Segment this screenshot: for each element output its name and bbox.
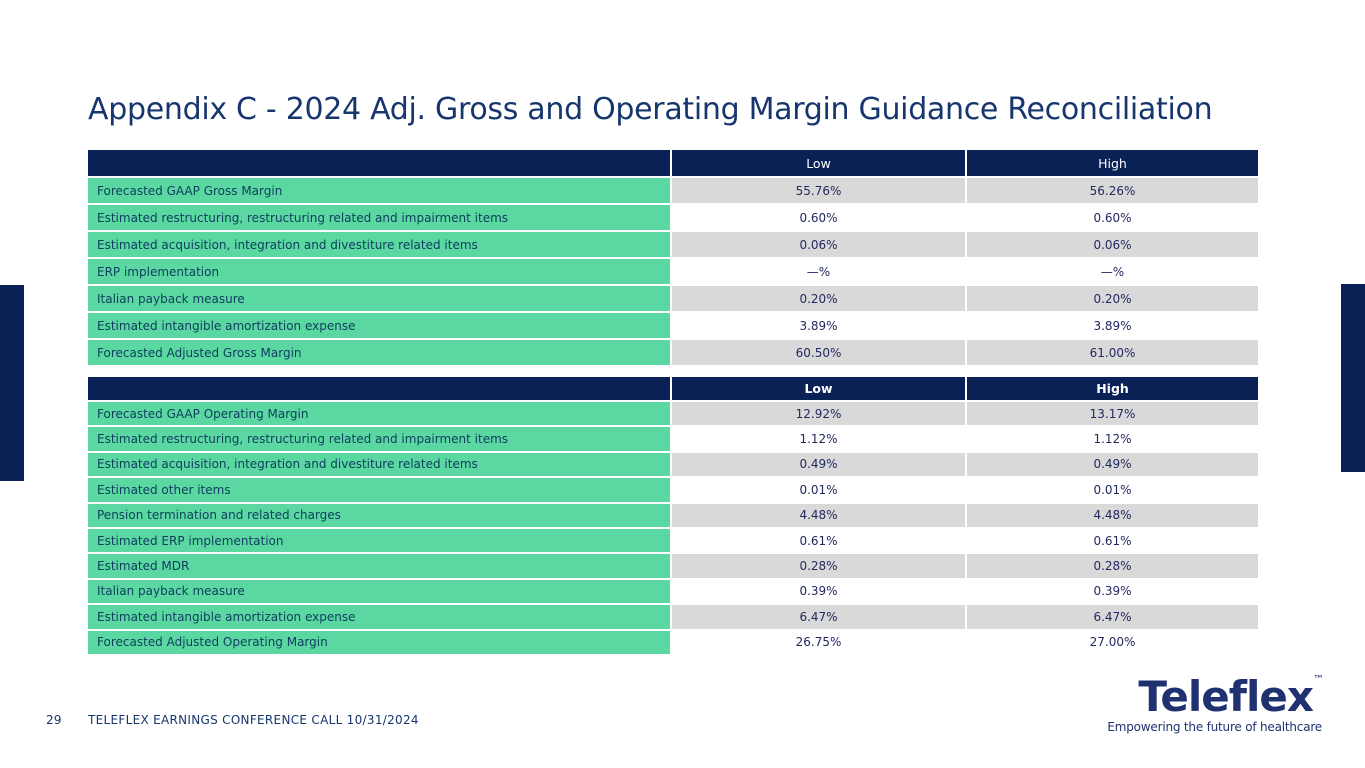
operating-margin-table: Low High Forecasted GAAP Operating Margin 1… xyxy=(88,377,1258,654)
high-value: 0.60% xyxy=(967,205,1258,230)
low-value: 0.01% xyxy=(672,478,965,502)
high-value: 56.26% xyxy=(967,178,1258,203)
high-value: 61.00% xyxy=(967,340,1258,365)
low-value: 55.76% xyxy=(672,178,965,203)
row-label: Forecasted Adjusted Operating Margin xyxy=(88,630,670,654)
row-label: Estimated ERP implementation xyxy=(88,528,670,553)
low-value: 6.47% xyxy=(672,605,965,629)
row-label: Forecasted GAAP Operating Margin xyxy=(88,402,670,426)
header-low-cell: Low xyxy=(672,150,965,176)
right-accent-bar xyxy=(1341,284,1365,472)
row-label: Estimated acquisition, integration and d… xyxy=(88,452,670,477)
high-value: —% xyxy=(967,259,1258,284)
low-value: 0.61% xyxy=(672,528,965,553)
high-value: 27.00% xyxy=(967,630,1258,654)
high-value: 0.61% xyxy=(967,528,1258,553)
high-value: 0.39% xyxy=(967,579,1258,604)
row-label: Italian payback measure xyxy=(88,286,670,311)
row-label: Forecasted GAAP Gross Margin xyxy=(88,178,670,203)
low-value: 12.92% xyxy=(672,402,965,426)
page-title: Appendix C - 2024 Adj. Gross and Operati… xyxy=(88,92,1213,127)
low-value: 4.48% xyxy=(672,503,965,527)
row-label: Italian payback measure xyxy=(88,579,670,604)
low-value: 0.39% xyxy=(672,579,965,604)
low-value: 60.50% xyxy=(672,340,965,365)
row-label: Estimated restructuring, restructuring r… xyxy=(88,205,670,230)
high-value: 0.01% xyxy=(967,478,1258,502)
logo-wordmark: Teleflex™ xyxy=(1107,658,1324,719)
footer-label: TELEFLEX EARNINGS CONFERENCE CALL 10/31/… xyxy=(88,713,419,727)
header-high-cell: High xyxy=(967,150,1258,176)
low-value: 3.89% xyxy=(672,313,965,338)
logo-tagline: Empowering the future of healthcare xyxy=(1107,720,1322,734)
row-label: Forecasted Adjusted Gross Margin xyxy=(88,340,670,365)
high-value: 0.49% xyxy=(967,452,1258,477)
row-label: Estimated acquisition, integration and d… xyxy=(88,232,670,257)
row-label: Estimated MDR xyxy=(88,554,670,578)
header-high-cell: High xyxy=(967,377,1258,400)
low-value: 26.75% xyxy=(672,630,965,654)
left-accent-bar xyxy=(0,285,24,481)
row-label: Estimated intangible amortization expens… xyxy=(88,605,670,629)
teleflex-logo: Teleflex™ Empowering the future of healt… xyxy=(1107,658,1324,734)
low-value: 1.12% xyxy=(672,427,965,451)
row-label: Estimated other items xyxy=(88,478,670,502)
low-value: 0.60% xyxy=(672,205,965,230)
low-value: 0.06% xyxy=(672,232,965,257)
high-value: 3.89% xyxy=(967,313,1258,338)
row-label: ERP implementation xyxy=(88,259,670,284)
high-value: 0.28% xyxy=(967,554,1258,578)
header-label-cell xyxy=(88,150,670,176)
low-value: 0.49% xyxy=(672,452,965,477)
high-value: 13.17% xyxy=(967,402,1258,426)
low-value: 0.20% xyxy=(672,286,965,311)
trademark-symbol: ™ xyxy=(1313,673,1324,686)
logo-wordmark-text: Teleflex xyxy=(1138,672,1314,721)
row-label: Estimated intangible amortization expens… xyxy=(88,313,670,338)
row-label: Pension termination and related charges xyxy=(88,503,670,527)
high-value: 0.06% xyxy=(967,232,1258,257)
high-value: 4.48% xyxy=(967,503,1258,527)
high-value: 0.20% xyxy=(967,286,1258,311)
row-label: Estimated restructuring, restructuring r… xyxy=(88,427,670,451)
header-label-cell xyxy=(88,377,670,400)
page-number: 29 xyxy=(46,713,62,727)
high-value: 6.47% xyxy=(967,605,1258,629)
low-value: —% xyxy=(672,259,965,284)
gross-margin-table: Low High Forecasted GAAP Gross Margin 55.76… xyxy=(88,150,1258,365)
high-value: 1.12% xyxy=(967,427,1258,451)
header-low-cell: Low xyxy=(672,377,965,400)
low-value: 0.28% xyxy=(672,554,965,578)
